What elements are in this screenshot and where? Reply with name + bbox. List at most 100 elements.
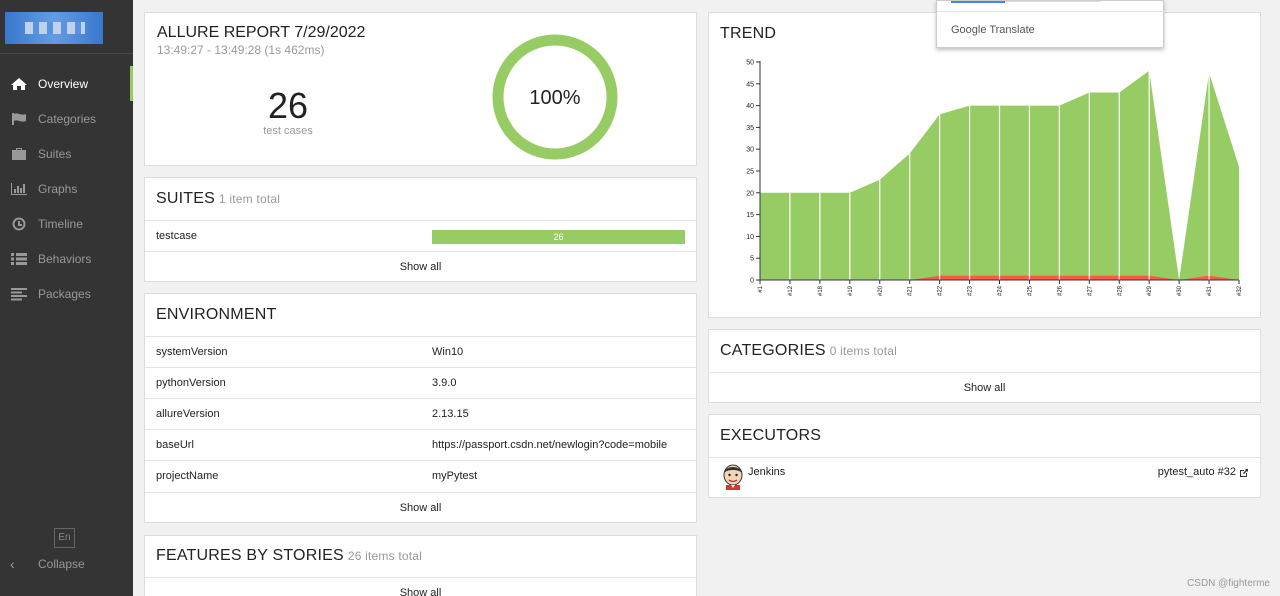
pass-rate-donut[interactable]: 100%: [490, 32, 620, 162]
suite-status-bar: 26: [432, 230, 685, 244]
translate-tab-divider: [1005, 1, 1101, 2]
trend-x-tick-label: #1: [758, 285, 764, 292]
home-icon: [10, 77, 28, 91]
trend-x-tick-label: #18: [818, 285, 824, 296]
sidebar-item-label: Packages: [38, 286, 91, 301]
list-icon: [10, 252, 28, 266]
bar-chart-icon: [10, 182, 28, 196]
sidebar-item-packages[interactable]: Packages: [0, 276, 133, 311]
features-show-all[interactable]: Show all: [145, 577, 696, 596]
features-title: FEATURES BY STORIES: [156, 547, 344, 564]
env-row: baseUrl https://passport.csdn.net/newlog…: [145, 429, 696, 460]
categories-heading: CATEGORIES 0 items total: [720, 342, 897, 360]
trend-x-tick-label: #30: [1177, 285, 1183, 296]
trend-y-tick-label: 45: [746, 81, 754, 88]
suites-subtitle: 1 item total: [219, 192, 281, 206]
environment-title: ENVIRONMENT: [156, 306, 277, 323]
report-title: ALLURE REPORT 7/29/2022: [157, 24, 366, 41]
sidebar-item-timeline[interactable]: Timeline: [0, 206, 133, 241]
chevron-left-icon: ‹: [10, 556, 15, 572]
environment-show-all[interactable]: Show all: [145, 492, 696, 523]
trend-y-tick-label: 0: [750, 278, 754, 285]
trend-x-tick-label: #25: [1027, 285, 1033, 296]
pass-percent: 100%: [529, 87, 580, 109]
sidebar-item-behaviors[interactable]: Behaviors: [0, 241, 133, 276]
clock-icon: [10, 217, 28, 231]
trend-y-tick-label: 25: [746, 169, 754, 176]
sidebar-item-graphs[interactable]: Graphs: [0, 171, 133, 206]
env-key: systemVersion: [156, 346, 228, 358]
sidebar-item-categories[interactable]: Categories: [0, 101, 133, 136]
translate-tab-indicator: [951, 1, 1005, 3]
env-value: Win10: [432, 346, 464, 358]
language-button[interactable]: En: [54, 528, 75, 548]
trend-x-tick-label: #19: [848, 285, 854, 296]
suites-show-all[interactable]: Show all: [145, 251, 696, 282]
env-row: projectName myPytest: [145, 460, 696, 491]
logo-area: [0, 0, 133, 54]
env-value: 3.9.0: [432, 377, 457, 389]
summary-widget: ALLURE REPORT 7/29/2022 13:49:27 - 13:49…: [144, 12, 697, 166]
env-key: allureVersion: [156, 408, 220, 420]
trend-x-tick-label: #28: [1117, 285, 1123, 296]
categories-title: CATEGORIES: [720, 342, 826, 359]
trend-x-tick-label: #22: [938, 285, 944, 296]
trend-y-tick-label: 5: [750, 256, 754, 263]
trend-chart[interactable]: 0 5 10 15 20 25 30 35 40 45 50 #1 #12 #18 #19 #20 #21 #22…: [709, 13, 1260, 317]
features-heading: FEATURES BY STORIES 26 items total: [156, 547, 422, 565]
trend-x-tick-label: #20: [878, 285, 884, 296]
env-row: allureVersion 2.13.15: [145, 398, 696, 429]
sidebar-item-label: Timeline: [38, 216, 83, 231]
trend-title: TREND: [720, 25, 777, 42]
sidebar-item-label: Categories: [38, 111, 97, 126]
sidebar-item-suites[interactable]: Suites: [0, 136, 133, 171]
executor-row[interactable]: Jenkins pytest_auto #32: [709, 457, 1260, 498]
trend-y-tick-label: 50: [746, 60, 754, 67]
trend-y-tick-label: 10: [746, 234, 754, 241]
trend-x-tick-label: #31: [1207, 285, 1213, 296]
suites-heading: SUITES 1 item total: [156, 190, 280, 208]
env-key: pythonVersion: [156, 377, 226, 389]
executor-build-link[interactable]: pytest_auto #32: [1157, 466, 1236, 478]
env-value: https://passport.csdn.net/newlogin?code=…: [432, 439, 668, 451]
donut-ring: [492, 34, 618, 160]
google-translate-popup: Google Translate: [936, 0, 1165, 48]
watermark: CSDN @fighterme: [1187, 578, 1270, 589]
env-key: baseUrl: [156, 439, 194, 451]
categories-show-all[interactable]: Show all: [709, 372, 1260, 403]
executors-title: EXECUTORS: [720, 427, 822, 444]
flag-icon: [10, 112, 28, 126]
env-row: systemVersion Win10: [145, 336, 696, 367]
executor-name: Jenkins: [748, 466, 786, 478]
features-widget: FEATURES BY STORIES 26 items total Show a…: [144, 535, 697, 596]
categories-widget: CATEGORIES 0 items total Show all: [708, 329, 1261, 403]
categories-subtitle: 0 items total: [829, 344, 898, 358]
trend-y-tick-label: 35: [746, 125, 754, 132]
logo[interactable]: [5, 12, 103, 44]
sidebar-item-overview[interactable]: Overview: [0, 66, 133, 101]
trend-x-tick-label: #24: [998, 285, 1004, 296]
suites-widget: SUITES 1 item total testcase 26 Show all: [144, 177, 697, 282]
report-time: 13:49:27 - 13:49:28 (1s 462ms): [157, 43, 325, 57]
trend-y-tick-label: 30: [746, 147, 754, 154]
sidebar-item-label: Overview: [38, 76, 89, 91]
trend-x-tick-label: #29: [1147, 285, 1153, 296]
features-subtitle: 26 items total: [347, 549, 423, 563]
collapse-button[interactable]: ‹ Collapse: [10, 556, 85, 572]
env-value: 2.13.15: [432, 408, 469, 420]
sidebar: Overview Categories Suites Graphs Timeli…: [0, 0, 133, 596]
trend-x-tick-label: #23: [968, 285, 974, 296]
trend-x-tick-label: #12: [788, 285, 794, 296]
sidebar-nav: Overview Categories Suites Graphs Timeli…: [0, 66, 133, 311]
suite-row[interactable]: testcase 26: [145, 220, 696, 251]
trend-x-tick-label: #27: [1087, 285, 1093, 296]
external-link-icon[interactable]: [1239, 468, 1249, 478]
executors-widget: EXECUTORS Jenkins pytest_auto #32: [708, 414, 1261, 498]
environment-widget: ENVIRONMENT systemVersion Win10 pythonVe…: [144, 293, 697, 523]
suite-name: testcase: [156, 230, 197, 242]
sidebar-item-label: Suites: [38, 146, 72, 161]
env-value: myPytest: [432, 470, 478, 482]
env-row: pythonVersion 3.9.0: [145, 367, 696, 398]
trend-x-tick-label: #26: [1057, 285, 1063, 296]
trend-x-tick-label: #21: [908, 285, 914, 296]
